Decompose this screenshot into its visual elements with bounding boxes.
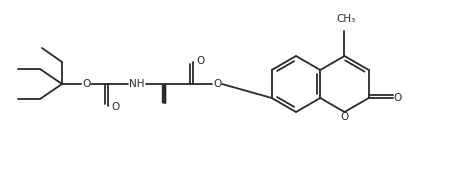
Text: O: O [196, 56, 204, 66]
Text: NH: NH [129, 79, 145, 89]
Text: O: O [340, 112, 349, 122]
Text: CH₃: CH₃ [337, 14, 356, 24]
Text: O: O [82, 79, 90, 89]
Text: O: O [111, 102, 119, 112]
Text: O: O [213, 79, 221, 89]
Text: O: O [394, 93, 402, 103]
